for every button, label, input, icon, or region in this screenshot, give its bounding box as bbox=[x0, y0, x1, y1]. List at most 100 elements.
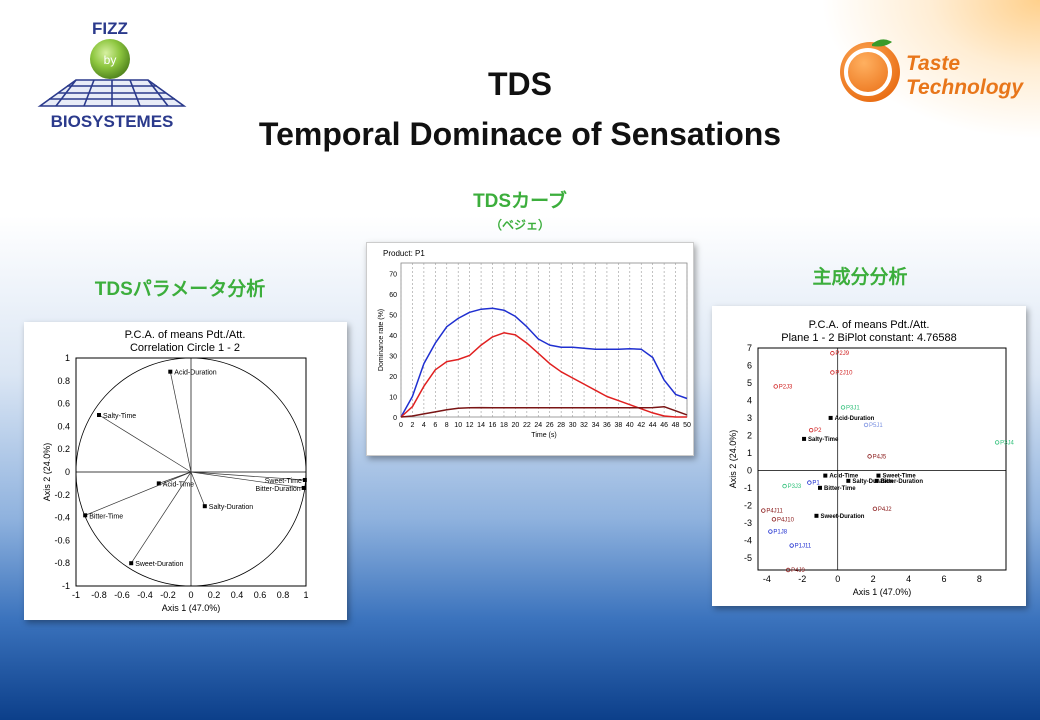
chart-subtitle: Plane 1 - 2 BiPlot constant: 4.76588 bbox=[781, 332, 957, 344]
x-tick-label: 0.2 bbox=[208, 590, 221, 600]
product-point bbox=[768, 529, 773, 534]
vector-line bbox=[169, 371, 192, 473]
y-tick-label: 70 bbox=[389, 271, 397, 278]
y-tick-label: 0 bbox=[65, 467, 70, 477]
product-point bbox=[782, 483, 787, 489]
slide-title-line1: TDS bbox=[488, 66, 552, 102]
orange-ring bbox=[844, 48, 892, 96]
logo-grid bbox=[37, 79, 187, 107]
y-tick-label: 60 bbox=[389, 292, 397, 299]
x-tick-label: -0.2 bbox=[160, 590, 176, 600]
product-point bbox=[807, 480, 812, 485]
y-tick-label: -3 bbox=[744, 518, 752, 528]
x-axis-label: Axis 1 (47.0%) bbox=[853, 587, 912, 597]
x-tick-label: 38 bbox=[614, 422, 622, 429]
x-tick-label: 0.6 bbox=[254, 590, 267, 600]
vector-point bbox=[302, 477, 307, 482]
y-tick-label: 10 bbox=[389, 394, 397, 401]
y-tick-label: 0 bbox=[747, 465, 752, 475]
attribute-point bbox=[818, 485, 822, 490]
correlation-circle-chart: P.C.A. of means Pdt./Att.Correlation Cir… bbox=[42, 329, 309, 613]
tds-curve-darkred bbox=[400, 405, 688, 418]
y-tick-label: 30 bbox=[389, 353, 397, 360]
product-point bbox=[840, 405, 846, 410]
vector-label: Sweet-Duration bbox=[135, 561, 183, 568]
x-tick-label: 4 bbox=[906, 574, 911, 584]
x-tick-label: 8 bbox=[445, 422, 449, 429]
product-point bbox=[863, 422, 869, 428]
plot-frame bbox=[757, 347, 1007, 571]
x-tick-label: 1 bbox=[303, 590, 308, 600]
product-point bbox=[830, 351, 835, 356]
y-tick-label: 0 bbox=[393, 415, 397, 422]
y-tick-label: -0.6 bbox=[54, 535, 70, 545]
vector-label: Acid-Time bbox=[163, 481, 194, 488]
logo-taste-text: Taste bbox=[906, 52, 960, 75]
x-tick-label: -0.4 bbox=[137, 590, 153, 600]
y-tick-label: 40 bbox=[389, 333, 397, 340]
y-tick-label: 4 bbox=[747, 395, 752, 405]
vector-label: Salty-Time bbox=[103, 413, 136, 420]
product-point bbox=[872, 506, 878, 512]
vector-point bbox=[202, 504, 207, 509]
x-tick-label: 28 bbox=[557, 422, 565, 429]
y-tick-label: 0.2 bbox=[57, 444, 70, 454]
vector-point bbox=[83, 513, 88, 518]
y-tick-label: 2 bbox=[747, 430, 752, 440]
chart-title: Product: P1 bbox=[383, 249, 425, 258]
chart-title: P.C.A. of means Pdt./Att. bbox=[809, 319, 930, 331]
y-tick-label: 20 bbox=[389, 374, 397, 381]
vector-point bbox=[156, 481, 161, 486]
x-tick-label: 46 bbox=[660, 422, 668, 429]
y-tick-label: -4 bbox=[744, 535, 752, 545]
x-tick-label: 0 bbox=[399, 422, 403, 429]
product-label: P1J11 bbox=[795, 544, 812, 550]
x-tick-label: 16 bbox=[489, 422, 497, 429]
logo-ball bbox=[90, 39, 130, 79]
attribute-label: Bitter-Time bbox=[824, 486, 856, 492]
y-tick-label: -0.4 bbox=[54, 513, 70, 523]
y-tick-label: 6 bbox=[747, 360, 752, 370]
vector-point bbox=[301, 485, 306, 490]
attribute-label: Salty-Duration bbox=[852, 479, 893, 485]
y-tick-label: -1 bbox=[744, 483, 752, 493]
x-tick-label: 0.8 bbox=[277, 590, 290, 600]
x-tick-label: 48 bbox=[672, 422, 680, 429]
y-tick-label: 5 bbox=[747, 378, 752, 388]
x-tick-label: 34 bbox=[592, 422, 600, 429]
vector-line bbox=[190, 471, 304, 489]
product-label: P2J10 bbox=[835, 370, 853, 376]
product-label: P4J5 bbox=[873, 454, 887, 460]
product-label: P2J3 bbox=[779, 384, 793, 390]
y-tick-label: 0.4 bbox=[57, 421, 70, 431]
x-tick-label: 12 bbox=[466, 422, 474, 429]
x-tick-label: 30 bbox=[569, 422, 577, 429]
vector-line bbox=[190, 471, 206, 507]
leaf-icon bbox=[872, 39, 892, 47]
x-tick-label: 10 bbox=[454, 422, 462, 429]
product-label: P4J10 bbox=[777, 517, 795, 523]
y-tick-label: 1 bbox=[747, 448, 752, 458]
x-tick-label: -1 bbox=[72, 590, 80, 600]
x-tick-label: 0.4 bbox=[231, 590, 244, 600]
y-tick-label: 50 bbox=[389, 312, 397, 319]
vector-point bbox=[129, 561, 134, 566]
heading-param-analysis: TDSパラメータ分析 bbox=[94, 279, 266, 300]
vector-point bbox=[168, 369, 173, 374]
y-tick-label: -2 bbox=[744, 500, 752, 510]
y-tick-label: 3 bbox=[747, 413, 752, 423]
product-point bbox=[808, 427, 814, 433]
attribute-label: Sweet-Time bbox=[882, 474, 916, 480]
vector-label: Salty-Duration bbox=[209, 504, 253, 511]
vector-label: Bitter-Duration bbox=[256, 486, 301, 493]
chart-subtitle: Correlation Circle 1 - 2 bbox=[130, 342, 240, 354]
product-point bbox=[789, 543, 794, 548]
unit-circle bbox=[75, 357, 307, 587]
x-tick-label: 26 bbox=[546, 422, 554, 429]
tds-curve-panel: Product: P1 0 2 4 6 8 10 12 14 16 18 20 22 24 26 28 30 32… bbox=[366, 242, 694, 456]
y-tick-label: 1 bbox=[65, 353, 70, 363]
y-axis-label: Axis 2 (24.0%) bbox=[728, 430, 738, 489]
pca-biplot-panel: P.C.A. of means Pdt./Att. Plane 1 - 2 BiP… bbox=[712, 306, 1026, 606]
product-point bbox=[771, 517, 777, 522]
x-tick-label: 22 bbox=[523, 422, 531, 429]
